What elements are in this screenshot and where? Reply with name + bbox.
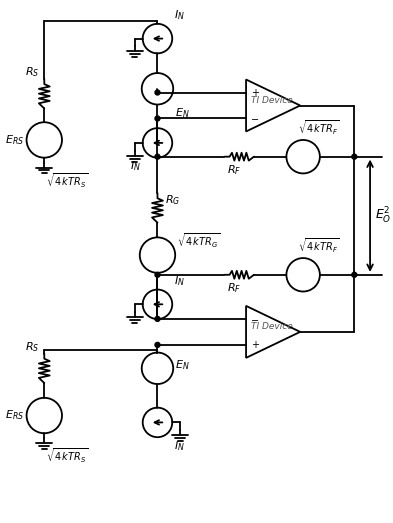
Text: $R_F$: $R_F$ (227, 282, 241, 295)
Circle shape (155, 316, 160, 321)
Text: $E_O^2$: $E_O^2$ (375, 206, 391, 226)
Text: $E_N$: $E_N$ (175, 107, 190, 120)
Text: $\sqrt{4\,kTR_G}$: $\sqrt{4\,kTR_G}$ (177, 232, 220, 250)
Text: $R_S$: $R_S$ (25, 65, 39, 79)
Text: $I_N$: $I_N$ (174, 8, 185, 22)
Circle shape (352, 154, 357, 159)
Circle shape (155, 272, 160, 277)
Text: +: + (251, 340, 259, 350)
Text: $I_N$: $I_N$ (130, 160, 141, 174)
Text: TI Device: TI Device (251, 323, 293, 332)
Circle shape (155, 154, 160, 159)
Circle shape (155, 343, 160, 347)
Polygon shape (246, 79, 300, 131)
Text: $-$: $-$ (250, 113, 259, 123)
Circle shape (155, 90, 160, 95)
Text: TI Device: TI Device (251, 96, 293, 105)
Circle shape (352, 272, 357, 277)
Text: $R_F$: $R_F$ (227, 164, 241, 177)
Text: $R_G$: $R_G$ (165, 193, 181, 207)
Text: $\sqrt{4\,kTR_S}$: $\sqrt{4\,kTR_S}$ (46, 172, 88, 190)
Text: $\sqrt{4\,kTR_S}$: $\sqrt{4\,kTR_S}$ (46, 447, 88, 465)
Text: $R_S$: $R_S$ (25, 340, 39, 354)
Text: $\sqrt{4\,kTR_F}$: $\sqrt{4\,kTR_F}$ (298, 237, 340, 255)
Text: $I_N$: $I_N$ (174, 274, 185, 288)
Polygon shape (246, 306, 300, 358)
Text: +: + (251, 87, 259, 97)
Text: $E_{RS}$: $E_{RS}$ (4, 408, 24, 423)
Text: $E_N$: $E_N$ (175, 358, 190, 372)
Circle shape (155, 116, 160, 121)
Text: $E_{RS}$: $E_{RS}$ (4, 133, 24, 147)
Text: $\sqrt{4\,kTR_F}$: $\sqrt{4\,kTR_F}$ (298, 119, 340, 137)
Text: $I_N$: $I_N$ (174, 439, 185, 453)
Text: $-$: $-$ (250, 314, 259, 324)
